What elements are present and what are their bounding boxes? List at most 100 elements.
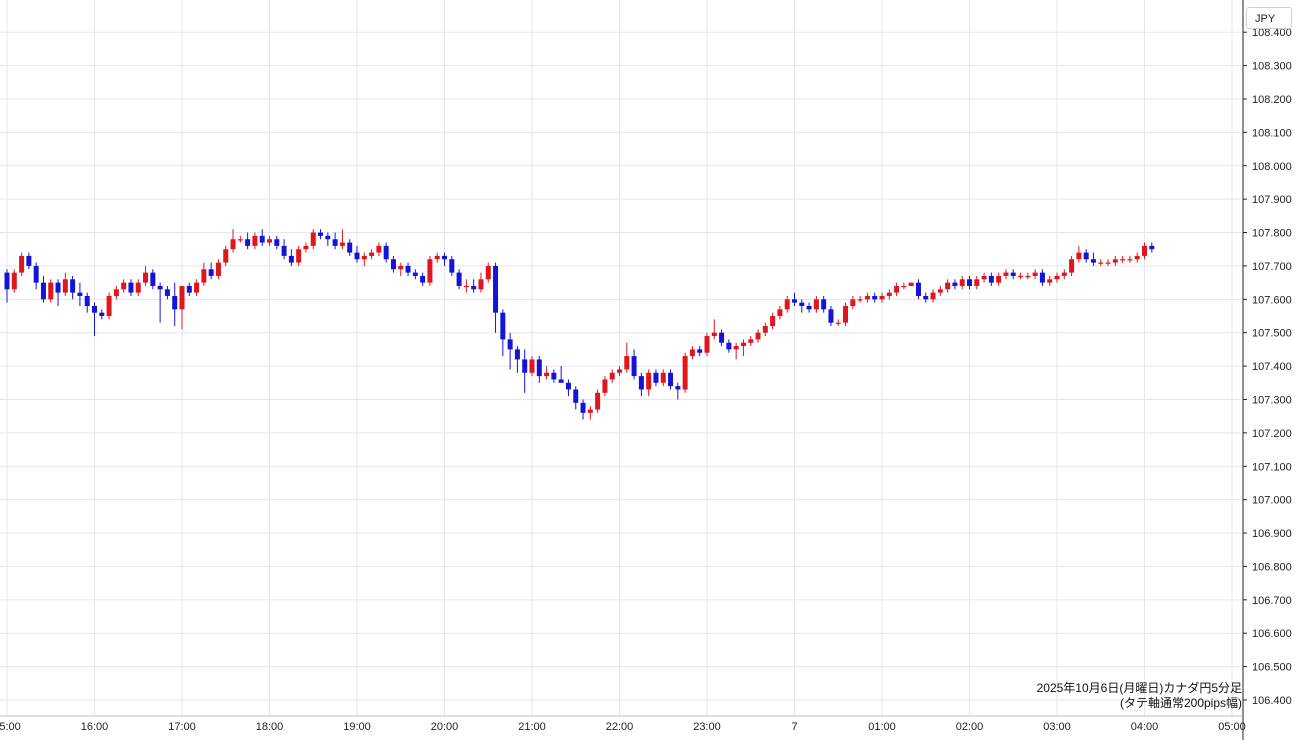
candle-body xyxy=(420,275,426,283)
candle-body xyxy=(19,255,25,273)
candle-body xyxy=(143,272,149,283)
candle-body xyxy=(755,332,761,340)
candle xyxy=(522,349,528,393)
candle xyxy=(602,376,608,397)
candle-body xyxy=(587,409,593,413)
candle xyxy=(376,242,382,256)
candle xyxy=(347,239,353,256)
candles xyxy=(4,229,1155,420)
candle-body xyxy=(252,235,258,246)
candle-body xyxy=(1076,252,1082,260)
candle-body xyxy=(310,232,316,246)
candle xyxy=(485,262,491,283)
candle xyxy=(121,279,127,293)
candle xyxy=(536,356,542,383)
candle-body xyxy=(544,372,550,377)
y-tick-label: 107.400 xyxy=(1252,361,1292,373)
candle-body xyxy=(784,299,790,310)
candle xyxy=(1083,249,1089,263)
candle-body xyxy=(201,269,207,283)
candle-body xyxy=(813,299,819,310)
candle-body xyxy=(996,275,1002,283)
candle-body xyxy=(974,279,980,286)
candle-body xyxy=(580,402,586,413)
candle-body xyxy=(1112,259,1118,263)
candle-body xyxy=(740,342,746,347)
x-tick-label: 22:00 xyxy=(606,721,634,733)
candle xyxy=(1025,272,1031,280)
candle-body xyxy=(1061,272,1067,276)
candle xyxy=(544,366,550,380)
candle xyxy=(580,399,586,420)
candle xyxy=(1120,255,1126,263)
candle-body xyxy=(274,239,280,246)
candle-body xyxy=(179,285,185,310)
x-tick-label: 03:00 xyxy=(1043,721,1071,733)
candle xyxy=(915,279,921,300)
candle xyxy=(988,272,994,286)
candle xyxy=(864,292,870,303)
candle-body xyxy=(617,369,622,373)
candle xyxy=(967,275,972,290)
candle-body xyxy=(1047,279,1053,283)
x-tick-label: 01:00 xyxy=(868,721,896,733)
candle xyxy=(128,279,134,296)
x-tick-label: 23:00 xyxy=(693,721,721,733)
candle-body xyxy=(339,242,345,246)
candle xyxy=(762,322,768,337)
candle-body xyxy=(186,285,192,293)
candle xyxy=(500,309,506,357)
candle-body xyxy=(675,386,681,390)
candle-body xyxy=(48,282,54,300)
candle-body xyxy=(296,249,302,263)
candle xyxy=(179,285,185,330)
candle-body xyxy=(172,295,178,310)
x-axis-ticks: 15:00 16:00 17:00 18:00 19:00 20:00 21:00 22:00… xyxy=(0,721,1246,733)
candle xyxy=(1105,259,1111,266)
candle-body xyxy=(857,299,863,301)
candle-body xyxy=(799,302,805,306)
candle-body xyxy=(128,282,134,293)
candle xyxy=(383,242,389,263)
x-tick-label: 02:00 xyxy=(956,721,984,733)
y-tick-label: 107.900 xyxy=(1252,194,1292,206)
candle-body xyxy=(1054,275,1060,280)
candle-body xyxy=(959,279,965,286)
candle xyxy=(923,292,929,303)
candle xyxy=(653,369,659,387)
candle-body xyxy=(361,255,367,260)
candle xyxy=(733,342,739,360)
candle xyxy=(908,282,914,286)
y-tick-label: 106.500 xyxy=(1252,662,1292,674)
candle xyxy=(901,282,907,290)
candle xyxy=(11,269,17,293)
candle xyxy=(668,369,674,390)
candle-body xyxy=(828,309,834,323)
candle xyxy=(587,406,593,420)
candle-body xyxy=(806,305,812,310)
candle xyxy=(106,292,112,320)
candle-body xyxy=(507,339,513,350)
candle xyxy=(113,285,119,300)
candle-body xyxy=(930,292,936,300)
candle xyxy=(332,232,338,250)
candle xyxy=(617,366,622,377)
y-tick-label: 107.800 xyxy=(1252,228,1292,240)
candle xyxy=(223,245,229,266)
candle xyxy=(1149,242,1155,253)
y-tick-label: 108.400 xyxy=(1252,27,1292,39)
candle-body xyxy=(70,279,76,293)
candle xyxy=(442,252,447,266)
candle-body xyxy=(245,239,251,246)
candle-body xyxy=(157,285,163,290)
candle xyxy=(412,269,418,280)
currency-label: JPY xyxy=(1246,7,1292,29)
candle xyxy=(704,332,710,357)
candle-body xyxy=(478,279,484,290)
candle xyxy=(1142,242,1147,260)
candle-body xyxy=(113,289,119,296)
candle xyxy=(310,229,316,250)
candle xyxy=(1076,245,1082,263)
candle-body xyxy=(485,265,491,280)
candle xyxy=(843,302,849,327)
